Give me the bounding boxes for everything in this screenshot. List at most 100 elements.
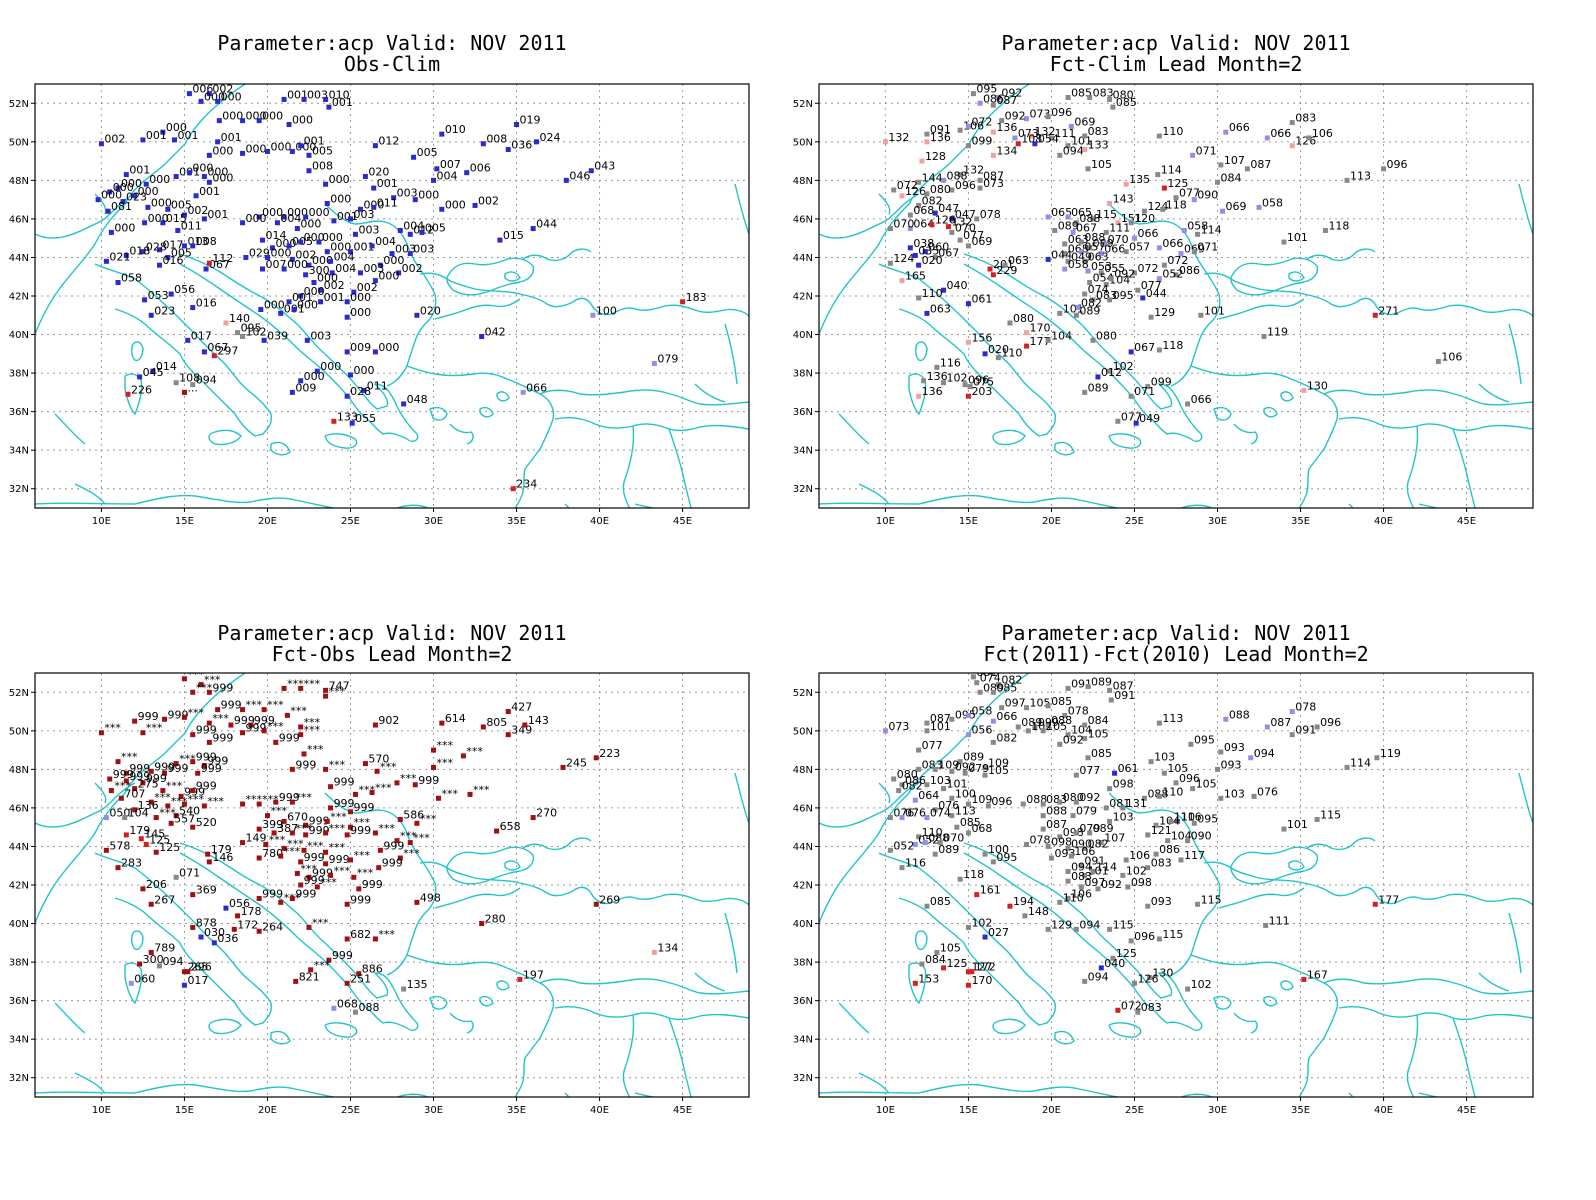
map-panel-4: Parameter:acp Valid: NOV 2011Fct(2011)-F…: [793, 621, 1534, 1116]
station-marker: [1251, 793, 1257, 799]
station-value: 089: [1091, 675, 1112, 688]
station-value: 136: [930, 131, 951, 144]
station-value: 125: [1167, 177, 1188, 190]
station-value: 083: [1141, 1001, 1162, 1014]
station-value: 116: [905, 857, 926, 870]
station-marker: [1107, 786, 1113, 792]
station-marker: [173, 761, 179, 767]
station-marker: [1306, 135, 1312, 141]
station-marker: [140, 730, 146, 736]
station-value: ***: [466, 745, 483, 758]
station-marker: [990, 718, 996, 724]
station-marker: [162, 770, 168, 776]
station-value: 109: [938, 758, 959, 771]
station-value: 067: [209, 258, 230, 271]
station-marker: [530, 226, 536, 232]
station-marker: [394, 780, 400, 786]
station-value: 172: [237, 918, 258, 931]
station-value: 999: [168, 762, 189, 775]
station-marker: [1161, 262, 1167, 268]
station-value: 083: [1151, 857, 1172, 870]
station-marker: [970, 91, 976, 97]
station-value: 000: [270, 246, 291, 259]
station-marker: [1062, 251, 1068, 257]
station-marker: [394, 838, 400, 844]
station-marker: [1073, 799, 1079, 805]
lat-tick-label: 32N: [793, 484, 813, 495]
station-value: 135: [1129, 173, 1150, 186]
station-value: 002: [295, 248, 316, 261]
station-value: 135: [407, 978, 428, 991]
station-marker: [1048, 135, 1054, 141]
station-marker: [1248, 755, 1254, 761]
lat-tick-label: 42N: [793, 292, 813, 303]
station-value: 113: [955, 805, 976, 818]
station-value: 009: [295, 381, 316, 394]
station-value: 105: [1030, 697, 1051, 710]
station-marker: [298, 882, 304, 888]
station-value: ***: [166, 780, 183, 793]
station-marker: [1175, 818, 1181, 824]
station-value: 134: [657, 941, 678, 954]
station-marker: [1073, 772, 1079, 778]
station-marker: [326, 104, 332, 110]
station-marker: [95, 197, 101, 203]
station-marker: [1045, 722, 1051, 728]
station-value: 999: [334, 776, 355, 789]
station-value: 120: [1134, 212, 1155, 225]
station-value: 280: [485, 913, 506, 926]
station-marker: [1090, 297, 1096, 303]
station-marker: [298, 724, 304, 730]
station-value: 109: [988, 756, 1009, 769]
station-marker: [1107, 926, 1113, 932]
station-value: 087: [1250, 158, 1271, 171]
station-value: 035: [918, 245, 939, 258]
station-value: 000: [270, 140, 291, 153]
station-value: 076: [938, 799, 959, 812]
station-value: 179: [211, 843, 232, 856]
station-marker: [1007, 320, 1013, 326]
station-value: 042: [485, 325, 506, 338]
station-value: 999: [212, 681, 233, 694]
station-value: 000: [378, 270, 399, 283]
station-value: 073: [1030, 108, 1051, 121]
station-value: 087: [1270, 716, 1291, 729]
station-marker: [1062, 712, 1068, 718]
station-marker: [298, 732, 304, 738]
station-value: 000: [445, 198, 466, 211]
station-marker: [1073, 830, 1079, 836]
station-value: 103: [930, 774, 951, 787]
station-marker: [407, 231, 413, 237]
station-value: 086: [1179, 264, 1200, 277]
station-value: 003: [397, 187, 418, 200]
station-marker: [1145, 903, 1151, 909]
station-value: 129: [1051, 918, 1072, 931]
station-value: 045: [143, 366, 164, 379]
station-marker: [916, 834, 922, 840]
station-value: 087: [930, 712, 951, 725]
station-marker: [328, 872, 334, 878]
station-marker: [1123, 249, 1129, 255]
station-value: 096: [1387, 158, 1408, 171]
station-value: 080: [1113, 88, 1134, 101]
station-value: ***: [284, 845, 301, 858]
station-value: 113: [1350, 169, 1371, 182]
station-marker: [1085, 268, 1091, 274]
station-marker: [240, 707, 246, 713]
station-marker: [1135, 1009, 1141, 1015]
station-value: 999: [146, 772, 167, 785]
station-marker: [401, 986, 407, 992]
station-value: 020: [420, 304, 441, 317]
station-value: 004: [375, 235, 396, 248]
station-value: 058: [971, 704, 992, 717]
station-marker: [974, 216, 980, 222]
station-value: 001: [177, 129, 198, 142]
station-marker: [1015, 141, 1021, 147]
station-marker: [1073, 220, 1079, 226]
station-value: 001: [332, 96, 353, 109]
station-value: 223: [599, 747, 620, 760]
station-value: 136: [922, 385, 943, 398]
station-value: 000: [300, 218, 321, 231]
station-marker: [924, 815, 930, 821]
